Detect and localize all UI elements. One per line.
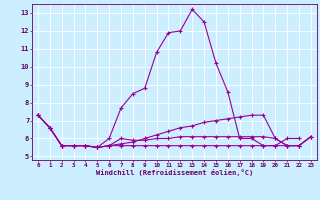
X-axis label: Windchill (Refroidissement éolien,°C): Windchill (Refroidissement éolien,°C): [96, 169, 253, 176]
